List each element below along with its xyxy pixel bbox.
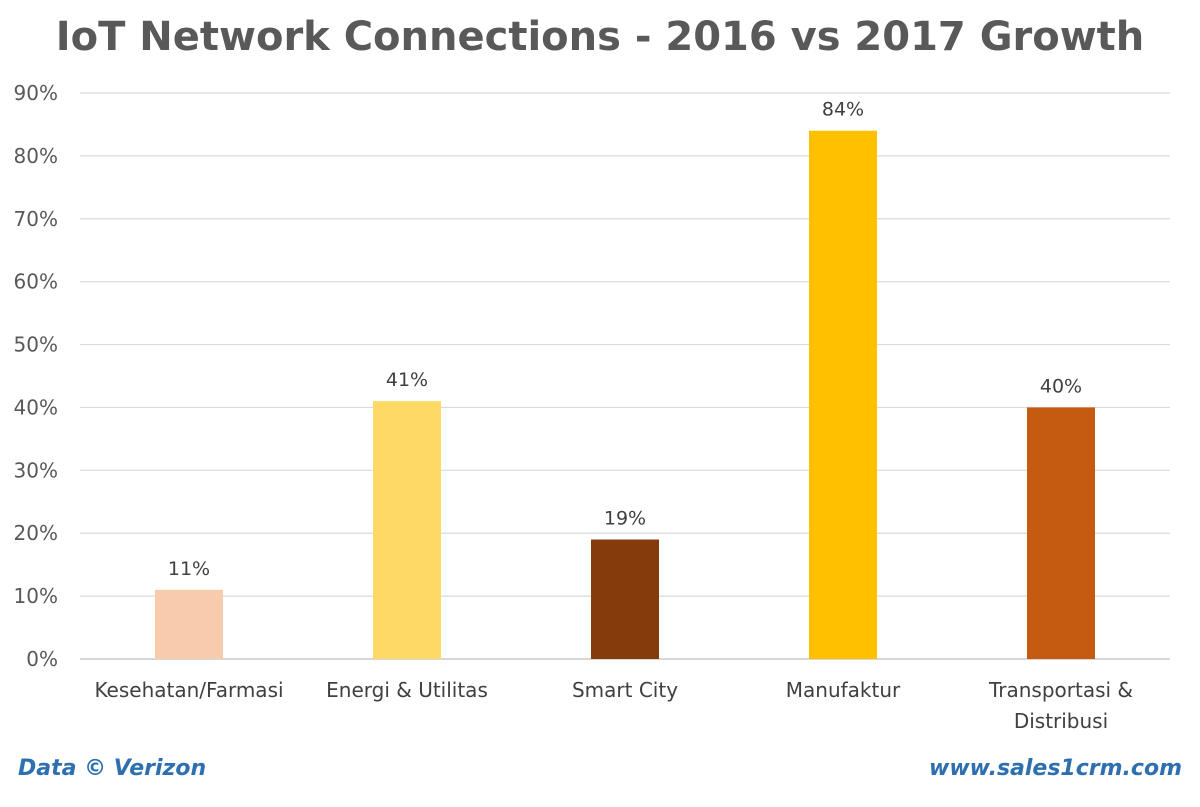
x-category-label: Manufaktur bbox=[786, 678, 901, 702]
y-axis-ticks: 0% 10% 20% 30% 40% 50% 60% 70% 80% 90% bbox=[14, 81, 58, 671]
bars bbox=[155, 130, 1095, 659]
y-tick-label: 50% bbox=[14, 333, 58, 357]
bar bbox=[373, 401, 441, 659]
bar bbox=[591, 539, 659, 659]
y-tick-label: 0% bbox=[26, 647, 58, 671]
y-tick-label: 40% bbox=[14, 395, 58, 419]
x-category-label: Energi & Utilitas bbox=[326, 678, 488, 702]
data-label: 19% bbox=[604, 508, 646, 530]
y-tick-label: 60% bbox=[14, 270, 58, 294]
bar bbox=[809, 130, 877, 659]
x-axis-categories: Kesehatan/Farmasi Energi & Utilitas Smart … bbox=[94, 678, 1133, 733]
bar bbox=[1027, 407, 1095, 659]
data-label: 41% bbox=[386, 369, 428, 391]
y-tick-label: 30% bbox=[14, 458, 58, 482]
data-label: 11% bbox=[168, 558, 210, 580]
bar bbox=[155, 589, 223, 659]
x-category-label: Transportasi & bbox=[988, 678, 1133, 702]
data-label: 40% bbox=[1040, 375, 1082, 397]
data-labels: 11% 41% 19% 84% 40% bbox=[168, 99, 1082, 580]
data-source-credit: Data © Verizon bbox=[18, 756, 207, 781]
x-category-label: Distribusi bbox=[1014, 709, 1108, 733]
chart-title: IoT Network Connections - 2016 vs 2017 G… bbox=[55, 14, 1145, 60]
data-label: 84% bbox=[822, 99, 864, 121]
y-tick-label: 70% bbox=[14, 207, 58, 231]
x-category-label: Kesehatan/Farmasi bbox=[94, 678, 283, 702]
y-tick-label: 20% bbox=[14, 521, 58, 545]
y-tick-label: 90% bbox=[14, 81, 58, 105]
y-tick-label: 10% bbox=[14, 584, 58, 608]
x-category-label: Smart City bbox=[572, 678, 678, 702]
website-url[interactable]: www.sales1crm.com bbox=[929, 756, 1182, 781]
y-tick-label: 80% bbox=[14, 144, 58, 168]
